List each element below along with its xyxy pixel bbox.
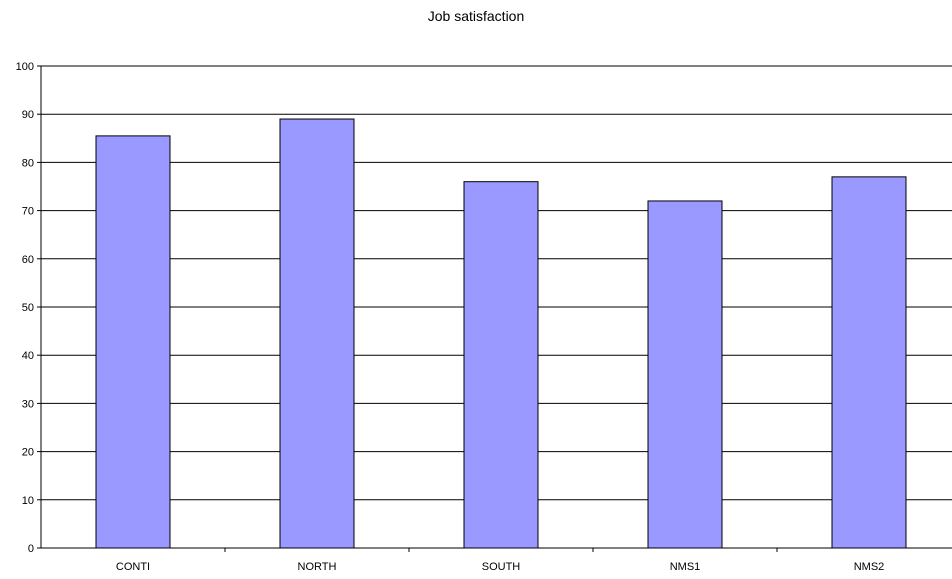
axes — [37, 65, 952, 552]
y-tick-label: 10 — [22, 495, 34, 507]
x-tick-label: NMS2 — [854, 561, 885, 573]
x-tick-label: NMS1 — [670, 561, 701, 573]
bar-conti — [95, 135, 171, 549]
labels: 0 10 20 30 40 50 60 70 80 90 100 CONTI NORTH SOUTH NMS… — [16, 61, 885, 573]
y-tick-label: 90 — [22, 109, 34, 121]
y-tick-label: 100 — [16, 61, 34, 73]
y-tick-label: 60 — [22, 254, 34, 266]
bars — [95, 118, 907, 549]
bar-north — [279, 118, 355, 549]
x-tick-label: CONTI — [116, 561, 150, 573]
bar-south — [463, 181, 539, 549]
y-tick-label: 70 — [22, 206, 34, 218]
x-tick-label: NORTH — [298, 561, 337, 573]
y-tick-label: 50 — [22, 302, 34, 314]
y-tick-label: 30 — [22, 398, 34, 410]
y-tick-label: 80 — [22, 157, 34, 169]
x-tick-label: SOUTH — [482, 561, 521, 573]
y-tick-label: 40 — [22, 350, 34, 362]
y-tick-label: 20 — [22, 447, 34, 459]
bar-nms2 — [831, 176, 907, 549]
y-tick-label: 0 — [28, 543, 34, 555]
bar-nms1 — [647, 200, 723, 549]
chart-title: Job satisfaction — [427, 8, 525, 24]
